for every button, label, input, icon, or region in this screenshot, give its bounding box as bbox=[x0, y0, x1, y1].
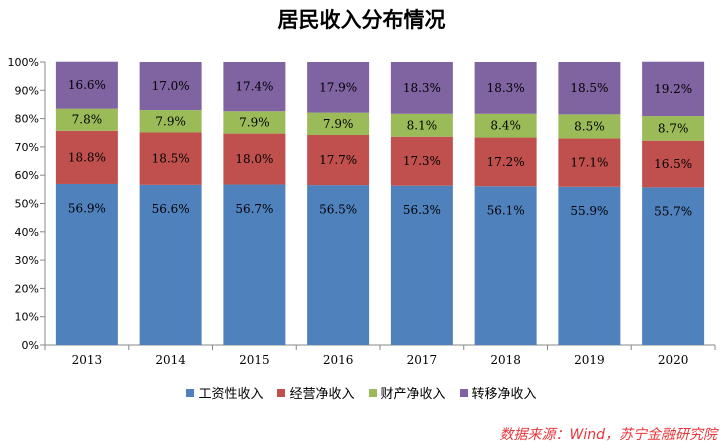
data-label: 18.3% bbox=[403, 81, 441, 95]
bar-segment bbox=[558, 138, 621, 187]
data-label: 55.7% bbox=[654, 204, 692, 218]
legend-item: 经营净收入 bbox=[277, 383, 355, 402]
data-label: 56.5% bbox=[319, 202, 357, 216]
x-tick-label: 2013 bbox=[72, 353, 103, 367]
bar-segment bbox=[139, 62, 202, 111]
data-label: 18.0% bbox=[235, 152, 273, 166]
legend-swatch bbox=[459, 388, 468, 397]
bar-segment bbox=[223, 111, 286, 134]
data-label: 18.3% bbox=[487, 81, 525, 95]
y-tick-label: 10% bbox=[15, 311, 39, 324]
data-label: 17.1% bbox=[570, 156, 608, 170]
x-tick-label: 2014 bbox=[155, 353, 186, 367]
data-label: 18.8% bbox=[68, 150, 106, 164]
x-tick-label: 2015 bbox=[239, 353, 270, 367]
bar-segment bbox=[474, 137, 537, 187]
legend-item: 财产净收入 bbox=[368, 383, 446, 402]
bar-segment bbox=[55, 183, 118, 345]
chart-legend: 工资性收入 经营净收入 财产净收入 转移净收入 bbox=[0, 383, 723, 402]
data-label: 56.1% bbox=[487, 203, 525, 217]
data-label: 16.5% bbox=[654, 157, 692, 171]
data-label: 17.9% bbox=[319, 80, 357, 94]
data-label: 18.5% bbox=[570, 81, 608, 95]
bar-segment bbox=[642, 116, 705, 141]
bar-segment bbox=[139, 184, 202, 345]
bar-segment bbox=[558, 114, 621, 139]
data-label: 7.9% bbox=[323, 117, 354, 131]
data-label: 16.6% bbox=[68, 78, 106, 92]
x-tick-label: 2017 bbox=[407, 353, 438, 367]
y-tick-label: 90% bbox=[15, 84, 39, 97]
legend-label: 财产净收入 bbox=[380, 387, 446, 402]
bar-segment bbox=[474, 113, 537, 138]
bar-segment bbox=[55, 61, 118, 109]
data-label: 8.5% bbox=[574, 119, 605, 133]
bar-segment bbox=[223, 184, 286, 345]
y-tick-label: 100% bbox=[8, 56, 39, 69]
data-label: 19.2% bbox=[654, 82, 692, 96]
y-tick-label: 50% bbox=[15, 198, 39, 211]
bar-segment bbox=[390, 113, 453, 137]
y-tick-label: 60% bbox=[15, 169, 39, 182]
y-tick-label: 30% bbox=[15, 254, 39, 267]
data-label: 56.9% bbox=[68, 201, 106, 215]
chart-title: 居民收入分布情况 bbox=[277, 8, 446, 32]
data-label: 56.7% bbox=[235, 202, 273, 216]
data-label: 17.7% bbox=[319, 153, 357, 167]
bar-segment bbox=[55, 130, 118, 184]
source-note: 数据来源：Wind，苏宁金融研究院 bbox=[499, 427, 718, 443]
data-label: 17.3% bbox=[403, 154, 441, 168]
legend-swatch bbox=[277, 388, 286, 397]
bar-segment bbox=[307, 112, 370, 136]
bar-segment bbox=[474, 186, 537, 345]
legend-label: 经营净收入 bbox=[289, 387, 355, 402]
bar-segment bbox=[223, 62, 286, 112]
legend-item: 工资性收入 bbox=[186, 383, 263, 402]
data-label: 7.9% bbox=[155, 114, 186, 128]
y-tick-label: 20% bbox=[15, 282, 39, 295]
legend-label: 工资性收入 bbox=[198, 387, 264, 402]
legend-swatch bbox=[186, 388, 195, 397]
data-label: 55.9% bbox=[570, 204, 608, 218]
y-tick-label: 80% bbox=[15, 113, 39, 126]
bar-segment bbox=[307, 185, 370, 345]
y-tick-label: 0% bbox=[22, 339, 39, 352]
legend-swatch bbox=[368, 388, 377, 397]
y-tick-label: 70% bbox=[15, 141, 39, 154]
x-tick-label: 2019 bbox=[574, 353, 605, 367]
data-label: 56.3% bbox=[403, 203, 441, 217]
bar-segment bbox=[390, 185, 453, 345]
data-label: 56.6% bbox=[152, 202, 190, 216]
bar-segment bbox=[642, 187, 705, 345]
data-label: 8.7% bbox=[658, 121, 689, 135]
bar-segment bbox=[139, 110, 202, 133]
x-tick-label: 2020 bbox=[658, 353, 689, 367]
bar-segment bbox=[558, 186, 621, 345]
bar-segment bbox=[642, 140, 705, 188]
bar-segment bbox=[307, 135, 370, 186]
y-tick-label: 40% bbox=[15, 226, 39, 239]
data-label: 7.8% bbox=[72, 113, 103, 127]
data-label: 18.5% bbox=[152, 152, 190, 166]
bar-segment bbox=[139, 132, 202, 185]
bar-segment bbox=[474, 62, 537, 114]
data-label: 17.4% bbox=[235, 80, 273, 94]
legend-label: 转移净收入 bbox=[471, 387, 537, 402]
bar-segment bbox=[307, 62, 370, 113]
data-label: 8.1% bbox=[407, 118, 438, 132]
x-tick-label: 2016 bbox=[323, 353, 354, 367]
data-label: 7.9% bbox=[239, 115, 270, 129]
bar-segment bbox=[390, 136, 453, 186]
data-label: 17.2% bbox=[487, 155, 525, 169]
legend-item: 转移净收入 bbox=[459, 383, 537, 402]
bar-segment bbox=[390, 62, 453, 114]
bar-segment bbox=[642, 61, 705, 117]
bar-segment bbox=[223, 133, 286, 185]
data-label: 8.4% bbox=[490, 119, 521, 133]
data-label: 17.0% bbox=[152, 79, 190, 93]
x-tick-label: 2018 bbox=[490, 353, 521, 367]
bar-segment bbox=[55, 108, 118, 131]
bar-segment bbox=[558, 62, 621, 115]
